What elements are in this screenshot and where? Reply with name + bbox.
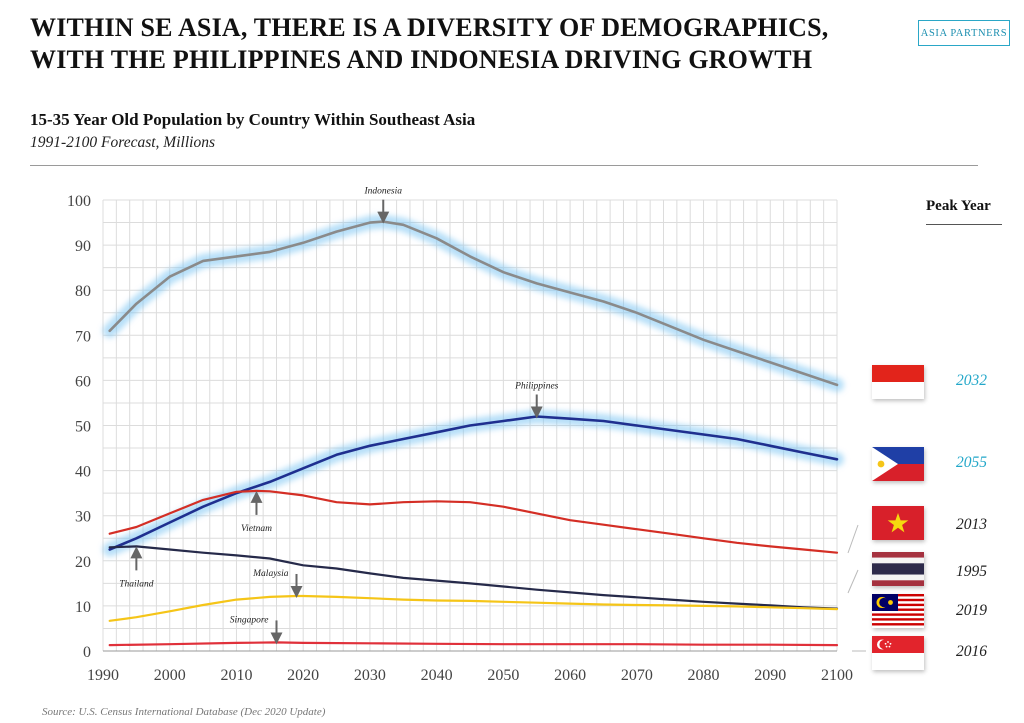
divider-rule (30, 165, 978, 166)
source-note: Source: U.S. Census International Databa… (42, 706, 326, 718)
x-tick-label: 2020 (287, 667, 319, 684)
flag-connector-line (847, 569, 859, 594)
y-tick-label: 10 (75, 599, 91, 616)
y-tick-label: 90 (75, 238, 91, 255)
x-tick-label: 2090 (754, 667, 786, 684)
chart-subtitle: 1991-2100 Forecast, Millions (30, 134, 215, 151)
vietnam-flag-icon (872, 506, 924, 540)
vietnam-annotation-label: Vietnam (241, 524, 272, 534)
x-tick-label: 1990 (87, 667, 119, 684)
singapore-line (108, 641, 839, 647)
flag-connector-line (847, 524, 859, 554)
y-tick-label: 60 (75, 373, 91, 390)
y-tick-label: 40 (75, 464, 91, 481)
indonesia-annotation-label: Indonesia (364, 187, 403, 197)
philippines-line (108, 415, 839, 551)
peak-year-vietnam: 2013 (956, 516, 987, 533)
vietnam-line (108, 489, 839, 554)
x-tick-label: 2100 (821, 667, 853, 684)
x-tick-label: 2070 (621, 667, 653, 684)
peak-year-rule (926, 224, 1002, 225)
x-tick-label: 2050 (487, 667, 519, 684)
philippines-annotation-label: Philippines (514, 381, 559, 391)
x-tick-label: 2040 (421, 667, 453, 684)
headline: WITHIN SE ASIA, THERE IS A DIVERSITY OF … (30, 12, 910, 76)
peak-year-header: Peak Year (926, 198, 991, 214)
x-tick-label: 2010 (220, 667, 252, 684)
indonesia-glow (102, 214, 844, 392)
headline-line-2: WITH THE PHILIPPINES AND INDONESIA DRIVI… (30, 45, 813, 74)
asia-partners-logo: ASIA PARTNERS (918, 20, 1010, 46)
x-tick-label: 2030 (354, 667, 386, 684)
peak-year-thailand: 1995 (956, 563, 987, 580)
peak-year-indonesia: 2032 (956, 372, 987, 389)
peak-year-singapore: 2016 (956, 643, 987, 660)
y-tick-label: 100 (67, 193, 91, 210)
y-tick-label: 0 (83, 644, 91, 661)
malaysia-line (108, 594, 839, 622)
indonesia-line (108, 220, 839, 387)
thailand-flag-icon (872, 552, 924, 586)
malaysia-annotation-label: Malaysia (252, 569, 289, 579)
x-tick-label: 2060 (554, 667, 586, 684)
y-tick-label: 80 (75, 283, 91, 300)
x-tick-label: 2080 (688, 667, 720, 684)
philippines-flag-icon (872, 447, 924, 481)
peak-year-philippines: 2055 (956, 454, 987, 471)
peak-year-malaysia: 2019 (956, 602, 987, 619)
headline-line-1: WITHIN SE ASIA, THERE IS A DIVERSITY OF … (30, 13, 829, 42)
y-tick-label: 50 (75, 419, 91, 436)
y-tick-label: 70 (75, 328, 91, 345)
singapore-flag-icon (872, 636, 924, 670)
thailand-annotation-label: Thailand (119, 579, 154, 589)
indonesia-flag-icon (872, 365, 924, 399)
thailand-line (108, 545, 839, 610)
logo-text: ASIA PARTNERS (920, 27, 1008, 39)
singapore-annotation-label: Singapore (230, 615, 269, 625)
x-tick-label: 2000 (154, 667, 186, 684)
philippines-glow (102, 409, 844, 557)
malaysia-flag-icon (872, 594, 924, 628)
chart-title: 15-35 Year Old Population by Country Wit… (30, 110, 476, 129)
y-tick-label: 20 (75, 554, 91, 571)
y-tick-label: 30 (75, 509, 91, 526)
